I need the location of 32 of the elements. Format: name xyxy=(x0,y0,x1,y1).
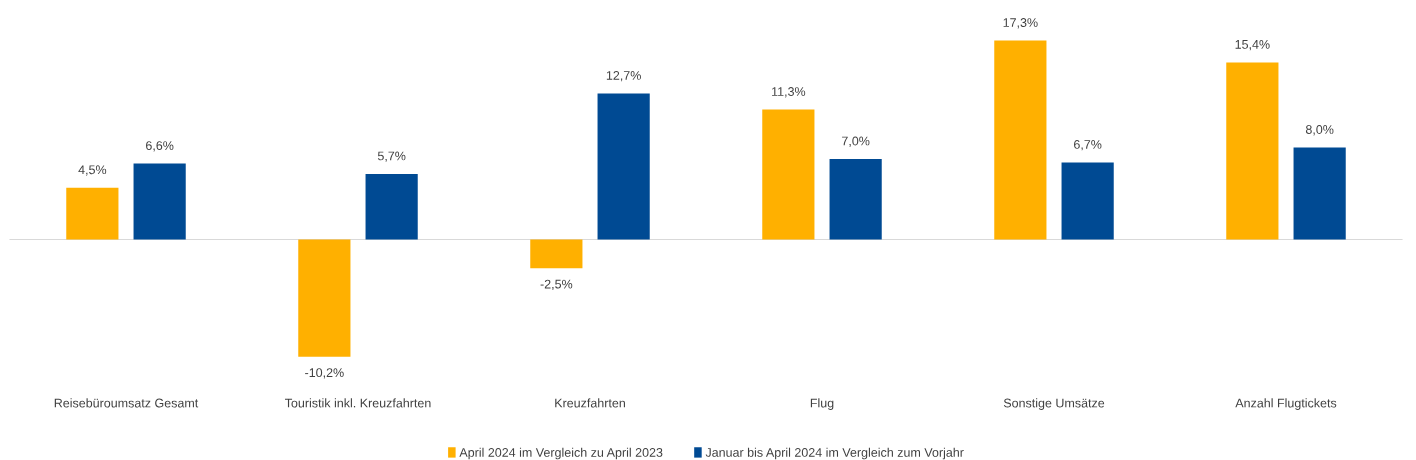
data-label: 17,3% xyxy=(1003,18,1038,29)
data-label: 6,6% xyxy=(146,141,174,152)
bar xyxy=(597,93,650,240)
x-tick-label: Touristik inkl. Kreuzfahrten xyxy=(284,398,431,408)
bar xyxy=(365,173,418,240)
data-label: -2,5% xyxy=(540,279,573,290)
data-label: -10,2% xyxy=(305,368,344,379)
data-label: 7,0% xyxy=(842,136,870,147)
bar xyxy=(829,158,882,240)
data-label: 11,3% xyxy=(772,87,806,98)
bar xyxy=(66,187,119,240)
bar xyxy=(1293,147,1346,240)
data-label: 15,4% xyxy=(1235,40,1270,51)
bar xyxy=(762,109,815,240)
x-tick-label: Anzahl Flugtickets xyxy=(1235,398,1337,410)
x-tick-label: Flug xyxy=(810,398,834,410)
bar xyxy=(530,239,583,269)
data-label: 8,0% xyxy=(1305,125,1334,136)
data-label: 6,7% xyxy=(1074,140,1102,151)
data-label: 4,5% xyxy=(78,165,107,176)
x-tick-label: Reisebüroumsatz Gesamt xyxy=(54,398,199,408)
bar xyxy=(994,40,1047,240)
x-tick-label: Kreuzfahrten xyxy=(555,398,625,408)
bar xyxy=(133,163,186,240)
legend-label: April 2024 im Vergleich zu April 2023 xyxy=(459,447,663,460)
bar xyxy=(1061,162,1114,240)
bar xyxy=(1226,62,1279,240)
data-label: 12,7% xyxy=(606,71,641,82)
data-label: 5,7% xyxy=(377,151,406,162)
bar xyxy=(298,239,351,357)
legend-label: Januar bis April 2024 im Vergleich zum Vorjahr xyxy=(705,447,964,460)
x-tick-label: Sonstige Umsätze xyxy=(1003,398,1105,410)
